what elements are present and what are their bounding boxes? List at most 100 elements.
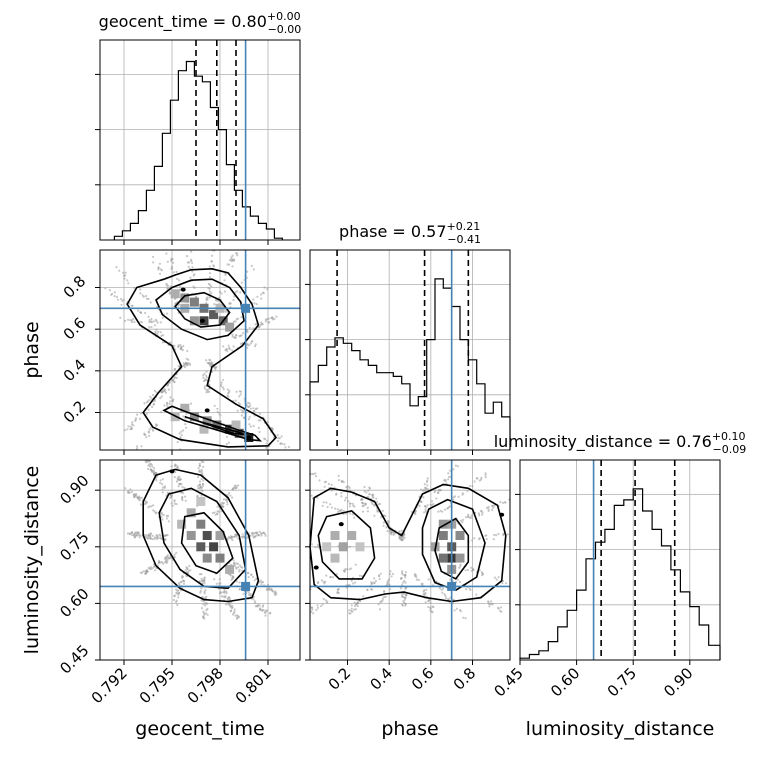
y-tick-label: 0.75 xyxy=(56,528,92,564)
panel-phase-vs-luminosity_distance: 0.2 0.4 0.6 0.8 xyxy=(305,459,511,694)
x-tick-label: 0.60 xyxy=(547,664,583,700)
density-cell xyxy=(215,531,225,540)
density-cell xyxy=(209,542,219,552)
contour-level-4 xyxy=(162,405,262,442)
x-tick-label: 0.90 xyxy=(660,664,696,700)
panel-frame xyxy=(99,459,301,661)
density-cell xyxy=(189,316,199,326)
panel-frame xyxy=(309,249,511,451)
peak-dot xyxy=(204,408,210,413)
density-cell xyxy=(202,553,212,563)
contour-level-3 xyxy=(180,511,234,575)
histogram-steps xyxy=(309,278,511,450)
density-cell xyxy=(438,553,448,563)
histogram-phase: phase = 0.57+0.21 −0.41 xyxy=(305,220,511,455)
density-cell xyxy=(330,553,340,563)
density-cell xyxy=(355,542,365,552)
x-tick-label: 0.792 xyxy=(88,664,131,707)
x-axis-label-phase: phase xyxy=(381,718,438,740)
peak-dot xyxy=(169,469,175,474)
panel-background xyxy=(310,250,510,450)
histogram-steps xyxy=(113,60,283,240)
density-cell xyxy=(186,531,196,540)
peak-dot xyxy=(180,287,186,292)
density-cell xyxy=(189,297,199,307)
panel-background xyxy=(520,460,720,660)
density-cell xyxy=(199,424,209,434)
density-cell xyxy=(196,542,206,552)
contour-level-2 xyxy=(158,487,247,590)
x-tick-label: 0.6 xyxy=(408,664,438,694)
contour-level-2 xyxy=(317,510,376,580)
contour-level-1 xyxy=(126,267,278,448)
density-cell xyxy=(170,289,180,299)
density-cell xyxy=(180,293,190,303)
density-cell xyxy=(196,519,206,529)
density-cell xyxy=(186,508,196,518)
x-tick-label: 0.2 xyxy=(325,664,355,694)
density-cell xyxy=(189,412,199,422)
density-cell xyxy=(455,531,465,540)
density-cell xyxy=(177,519,187,529)
panel-title-luminosity_distance: luminosity_distance = 0.76+0.10 −0.09 xyxy=(494,430,747,456)
y-tick-label: 0.8 xyxy=(60,272,90,302)
panel-title-geocent_time: geocent_time = 0.80+0.00 −0.00 xyxy=(99,10,302,36)
density-cell xyxy=(225,322,235,332)
density-cell xyxy=(338,542,348,552)
density-cell xyxy=(212,420,222,430)
y-tick-label: 0.4 xyxy=(60,355,90,385)
density-cell xyxy=(202,416,212,426)
peak-dot xyxy=(499,512,505,517)
panel-title-phase: phase = 0.57+0.21 −0.41 xyxy=(339,220,481,246)
density-cell xyxy=(225,564,235,574)
density-cell xyxy=(202,531,212,540)
density-cell xyxy=(196,497,206,506)
y-tick-label: 0.60 xyxy=(56,585,92,621)
y-tick-label: 0.6 xyxy=(60,314,90,344)
y-tick-label: 0.90 xyxy=(56,471,92,507)
x-axis-label-geocent_time: geocent_time xyxy=(135,718,264,740)
x-axis-label-luminosity_distance: luminosity_distance xyxy=(526,718,715,740)
peak-dot xyxy=(199,318,205,323)
x-tick-label: 0.801 xyxy=(232,664,275,707)
x-tick-label: 0.45 xyxy=(490,664,526,700)
y-tick-label: 0.2 xyxy=(60,397,90,427)
truth-marker xyxy=(241,581,251,591)
y-axis-label-phase: phase xyxy=(21,321,43,378)
x-tick-label: 0.75 xyxy=(604,664,640,700)
density-cell xyxy=(347,531,357,540)
contour-level-1 xyxy=(142,468,260,603)
histogram-steps xyxy=(519,488,721,660)
peak-dot xyxy=(338,522,344,527)
contour-level-3 xyxy=(174,291,231,328)
contour-level-5 xyxy=(184,415,245,436)
density-cell xyxy=(322,542,332,552)
peak-dot xyxy=(313,565,319,570)
peak-dot xyxy=(246,435,252,440)
y-tick-label: 0.45 xyxy=(56,641,92,677)
density-cell xyxy=(438,519,448,529)
contour-level-2 xyxy=(155,278,245,341)
x-tick-label: 0.795 xyxy=(136,664,179,707)
density-cell xyxy=(231,420,241,430)
panel-geocent_time-vs-phase: 0.2 0.4 0.6 0.8 xyxy=(60,249,301,455)
panel-frame xyxy=(519,459,721,661)
density-cell xyxy=(209,310,219,320)
panel-frame xyxy=(99,249,301,451)
density-cell xyxy=(215,553,225,563)
y-axis-label-luminosity_distance: luminosity_distance xyxy=(21,466,43,655)
truth-marker xyxy=(447,581,457,591)
x-tick-label: 0.798 xyxy=(184,664,227,707)
truth-marker xyxy=(241,303,251,313)
density-cell xyxy=(455,553,465,563)
density-cell xyxy=(180,403,190,413)
contour-level-4 xyxy=(434,517,470,580)
histogram-geocent_time: geocent_time = 0.80+0.00 −0.00 xyxy=(95,10,301,245)
x-tick-label: 0.4 xyxy=(366,664,396,694)
contour-level-1 xyxy=(309,483,507,603)
contour-level-3 xyxy=(421,498,486,592)
histogram-luminosity_distance: 0.45 0.60 0.75 0.90 luminosity_distance = 0.… xyxy=(490,430,746,700)
panel-background xyxy=(100,40,300,240)
panel-frame xyxy=(309,459,511,661)
